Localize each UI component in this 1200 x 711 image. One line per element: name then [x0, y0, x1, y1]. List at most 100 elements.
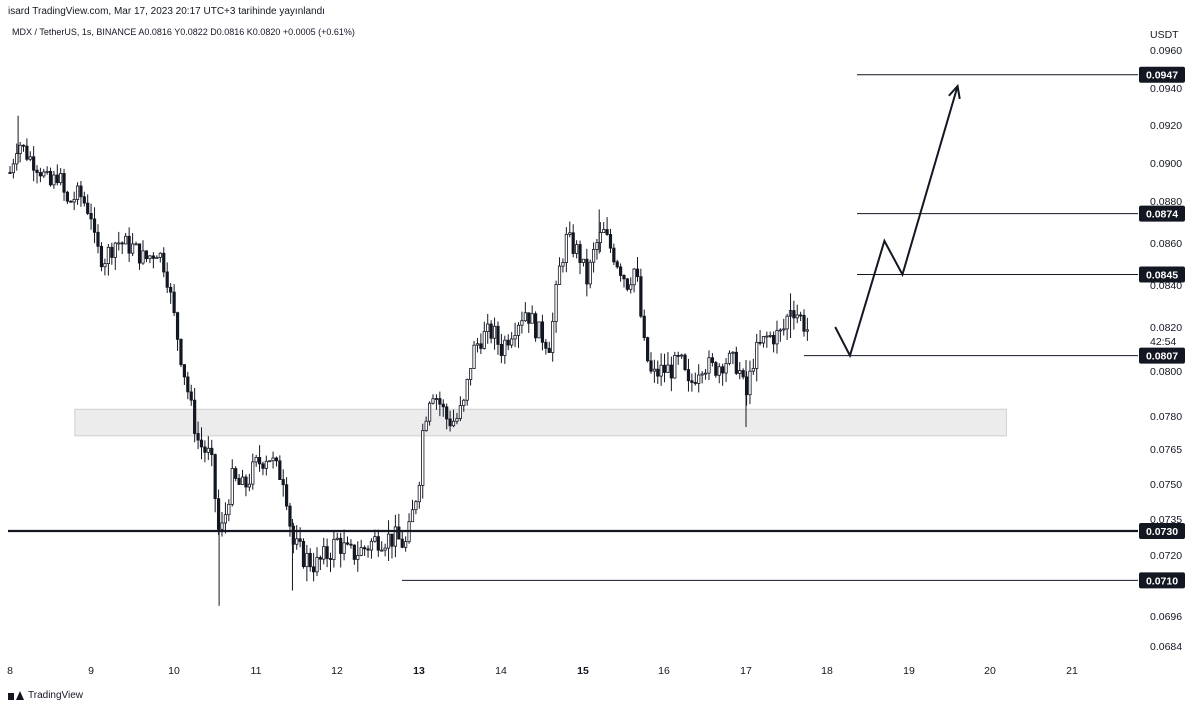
candle-body: [451, 420, 456, 427]
candle-body: [21, 144, 26, 147]
candle-body: [356, 554, 360, 560]
candle: [693, 372, 697, 386]
candle: [393, 514, 397, 558]
candle: [305, 544, 309, 582]
candle: [220, 511, 224, 537]
candle: [79, 180, 83, 207]
candle-body: [383, 547, 387, 551]
candle-body: [656, 368, 660, 377]
x-tick-label: 15: [577, 665, 589, 677]
candle-body: [86, 202, 90, 214]
candle-body: [414, 501, 418, 511]
candle-body: [683, 354, 687, 370]
candle: [632, 268, 636, 293]
candle: [441, 399, 445, 417]
candle: [438, 391, 442, 417]
candle-body: [390, 533, 394, 547]
candle: [89, 203, 93, 230]
candle-body: [602, 229, 606, 233]
candle-body: [540, 321, 545, 343]
candle: [772, 331, 776, 353]
candle-body: [193, 399, 197, 434]
price-badge-box: [1139, 266, 1185, 283]
candle: [510, 332, 514, 349]
candle: [199, 427, 204, 460]
y-tick-label: 0.0696: [1150, 611, 1182, 623]
candle-body: [652, 368, 656, 372]
candle: [758, 330, 762, 346]
candle-body: [629, 284, 633, 290]
candle-body: [595, 242, 599, 250]
candle: [206, 436, 210, 460]
candle-body: [234, 468, 238, 479]
candle: [717, 363, 721, 384]
candle: [588, 259, 592, 289]
candle: [25, 138, 29, 162]
candle-body: [127, 235, 131, 254]
candle: [431, 394, 435, 405]
candle-body: [28, 156, 32, 160]
candle-body: [359, 547, 363, 556]
candle-body: [537, 321, 541, 339]
candle: [557, 257, 562, 285]
candle-body: [366, 548, 370, 551]
candle: [765, 331, 769, 348]
candle: [554, 280, 558, 333]
candle-body: [417, 484, 421, 503]
candle: [342, 529, 346, 561]
candle: [332, 531, 336, 568]
candle: [65, 190, 70, 205]
price-badges-layer: 0.0947 0.0874 0.0845 0.0807 0.0730 0.0710: [1139, 66, 1185, 589]
candle: [230, 459, 234, 507]
candle-body: [492, 325, 497, 339]
candle: [686, 358, 691, 392]
candle-body: [308, 552, 312, 568]
candle-body: [141, 250, 145, 264]
candle-body: [731, 351, 735, 354]
candle: [612, 243, 616, 266]
price-badge-box: [1139, 523, 1185, 539]
candle: [380, 541, 384, 552]
candle: [186, 371, 190, 400]
candle-body: [8, 172, 12, 174]
candle: [400, 530, 404, 549]
candle: [615, 259, 619, 269]
candle: [445, 403, 449, 430]
candle-body: [785, 315, 789, 330]
y-tick-label: 0.0684: [1150, 641, 1182, 653]
candle-body: [571, 232, 575, 254]
candle-body: [144, 250, 149, 260]
candle-body: [700, 373, 704, 376]
candle-body: [332, 538, 336, 560]
price-badge-label: 0.0730: [1146, 526, 1178, 538]
candle: [72, 191, 76, 211]
candle: [639, 268, 643, 319]
candle-body: [169, 286, 173, 293]
candle-body: [189, 391, 193, 401]
candle-body: [82, 196, 86, 204]
candle-body: [520, 320, 524, 326]
time-axis: 8 9 10 11 12 13 14 15 16 17 18 19 20 21: [7, 665, 1078, 677]
candle-body: [805, 329, 809, 332]
candle: [591, 242, 596, 273]
candle: [642, 309, 646, 341]
candle-body: [312, 566, 316, 573]
candle: [448, 410, 452, 432]
candle-body: [465, 379, 469, 401]
candle-body: [206, 447, 210, 453]
symbol-ohlc-legend: MDX / TetherUS, 1s, BINANCE A0.0816 Y0.0…: [12, 27, 355, 37]
candle-body: [165, 271, 169, 288]
candle-body: [106, 246, 110, 264]
candle-body: [55, 174, 59, 184]
candle-body: [714, 362, 718, 376]
candle: [622, 274, 626, 288]
candle: [369, 538, 374, 559]
candle: [397, 513, 401, 540]
candle-body: [489, 323, 493, 339]
candle-body: [802, 315, 806, 332]
candle: [193, 388, 197, 443]
candle: [561, 258, 565, 273]
candle-body: [240, 476, 245, 485]
price-badge-label: 0.0710: [1146, 575, 1178, 587]
